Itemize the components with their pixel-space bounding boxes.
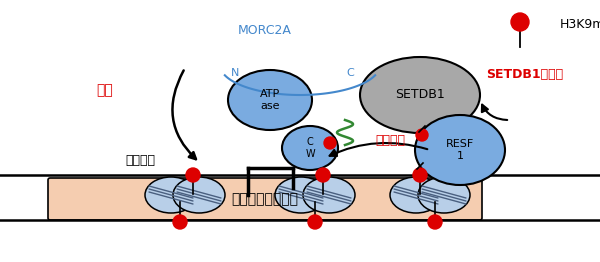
Text: ヒストン: ヒストン — [125, 154, 155, 166]
Circle shape — [428, 215, 442, 229]
Circle shape — [416, 129, 428, 141]
Circle shape — [413, 168, 427, 182]
Ellipse shape — [360, 57, 480, 133]
Ellipse shape — [145, 177, 197, 213]
Text: 抑制: 抑制 — [97, 83, 113, 97]
Circle shape — [308, 215, 322, 229]
FancyBboxPatch shape — [48, 178, 482, 220]
Text: N: N — [231, 68, 239, 78]
Circle shape — [511, 13, 529, 31]
Ellipse shape — [418, 177, 470, 213]
Text: C: C — [346, 68, 354, 78]
Text: レトロエレメント: レトロエレメント — [232, 192, 299, 206]
Text: メチル化: メチル化 — [375, 134, 405, 146]
Circle shape — [173, 215, 187, 229]
Circle shape — [316, 168, 330, 182]
Text: C
W: C W — [305, 137, 315, 159]
Circle shape — [186, 168, 200, 182]
Ellipse shape — [415, 115, 505, 185]
Text: MORC2A: MORC2A — [238, 24, 292, 36]
Text: SETDB1: SETDB1 — [395, 89, 445, 101]
Ellipse shape — [390, 177, 442, 213]
Text: H3K9me3: H3K9me3 — [560, 19, 600, 31]
Ellipse shape — [275, 177, 327, 213]
Ellipse shape — [173, 177, 225, 213]
Circle shape — [324, 137, 336, 149]
Text: RESF
1: RESF 1 — [446, 139, 474, 161]
Text: SETDB1の蓄積: SETDB1の蓄積 — [487, 68, 563, 81]
Text: ATP
ase: ATP ase — [260, 89, 280, 111]
Ellipse shape — [303, 177, 355, 213]
Ellipse shape — [282, 126, 338, 170]
Ellipse shape — [228, 70, 312, 130]
